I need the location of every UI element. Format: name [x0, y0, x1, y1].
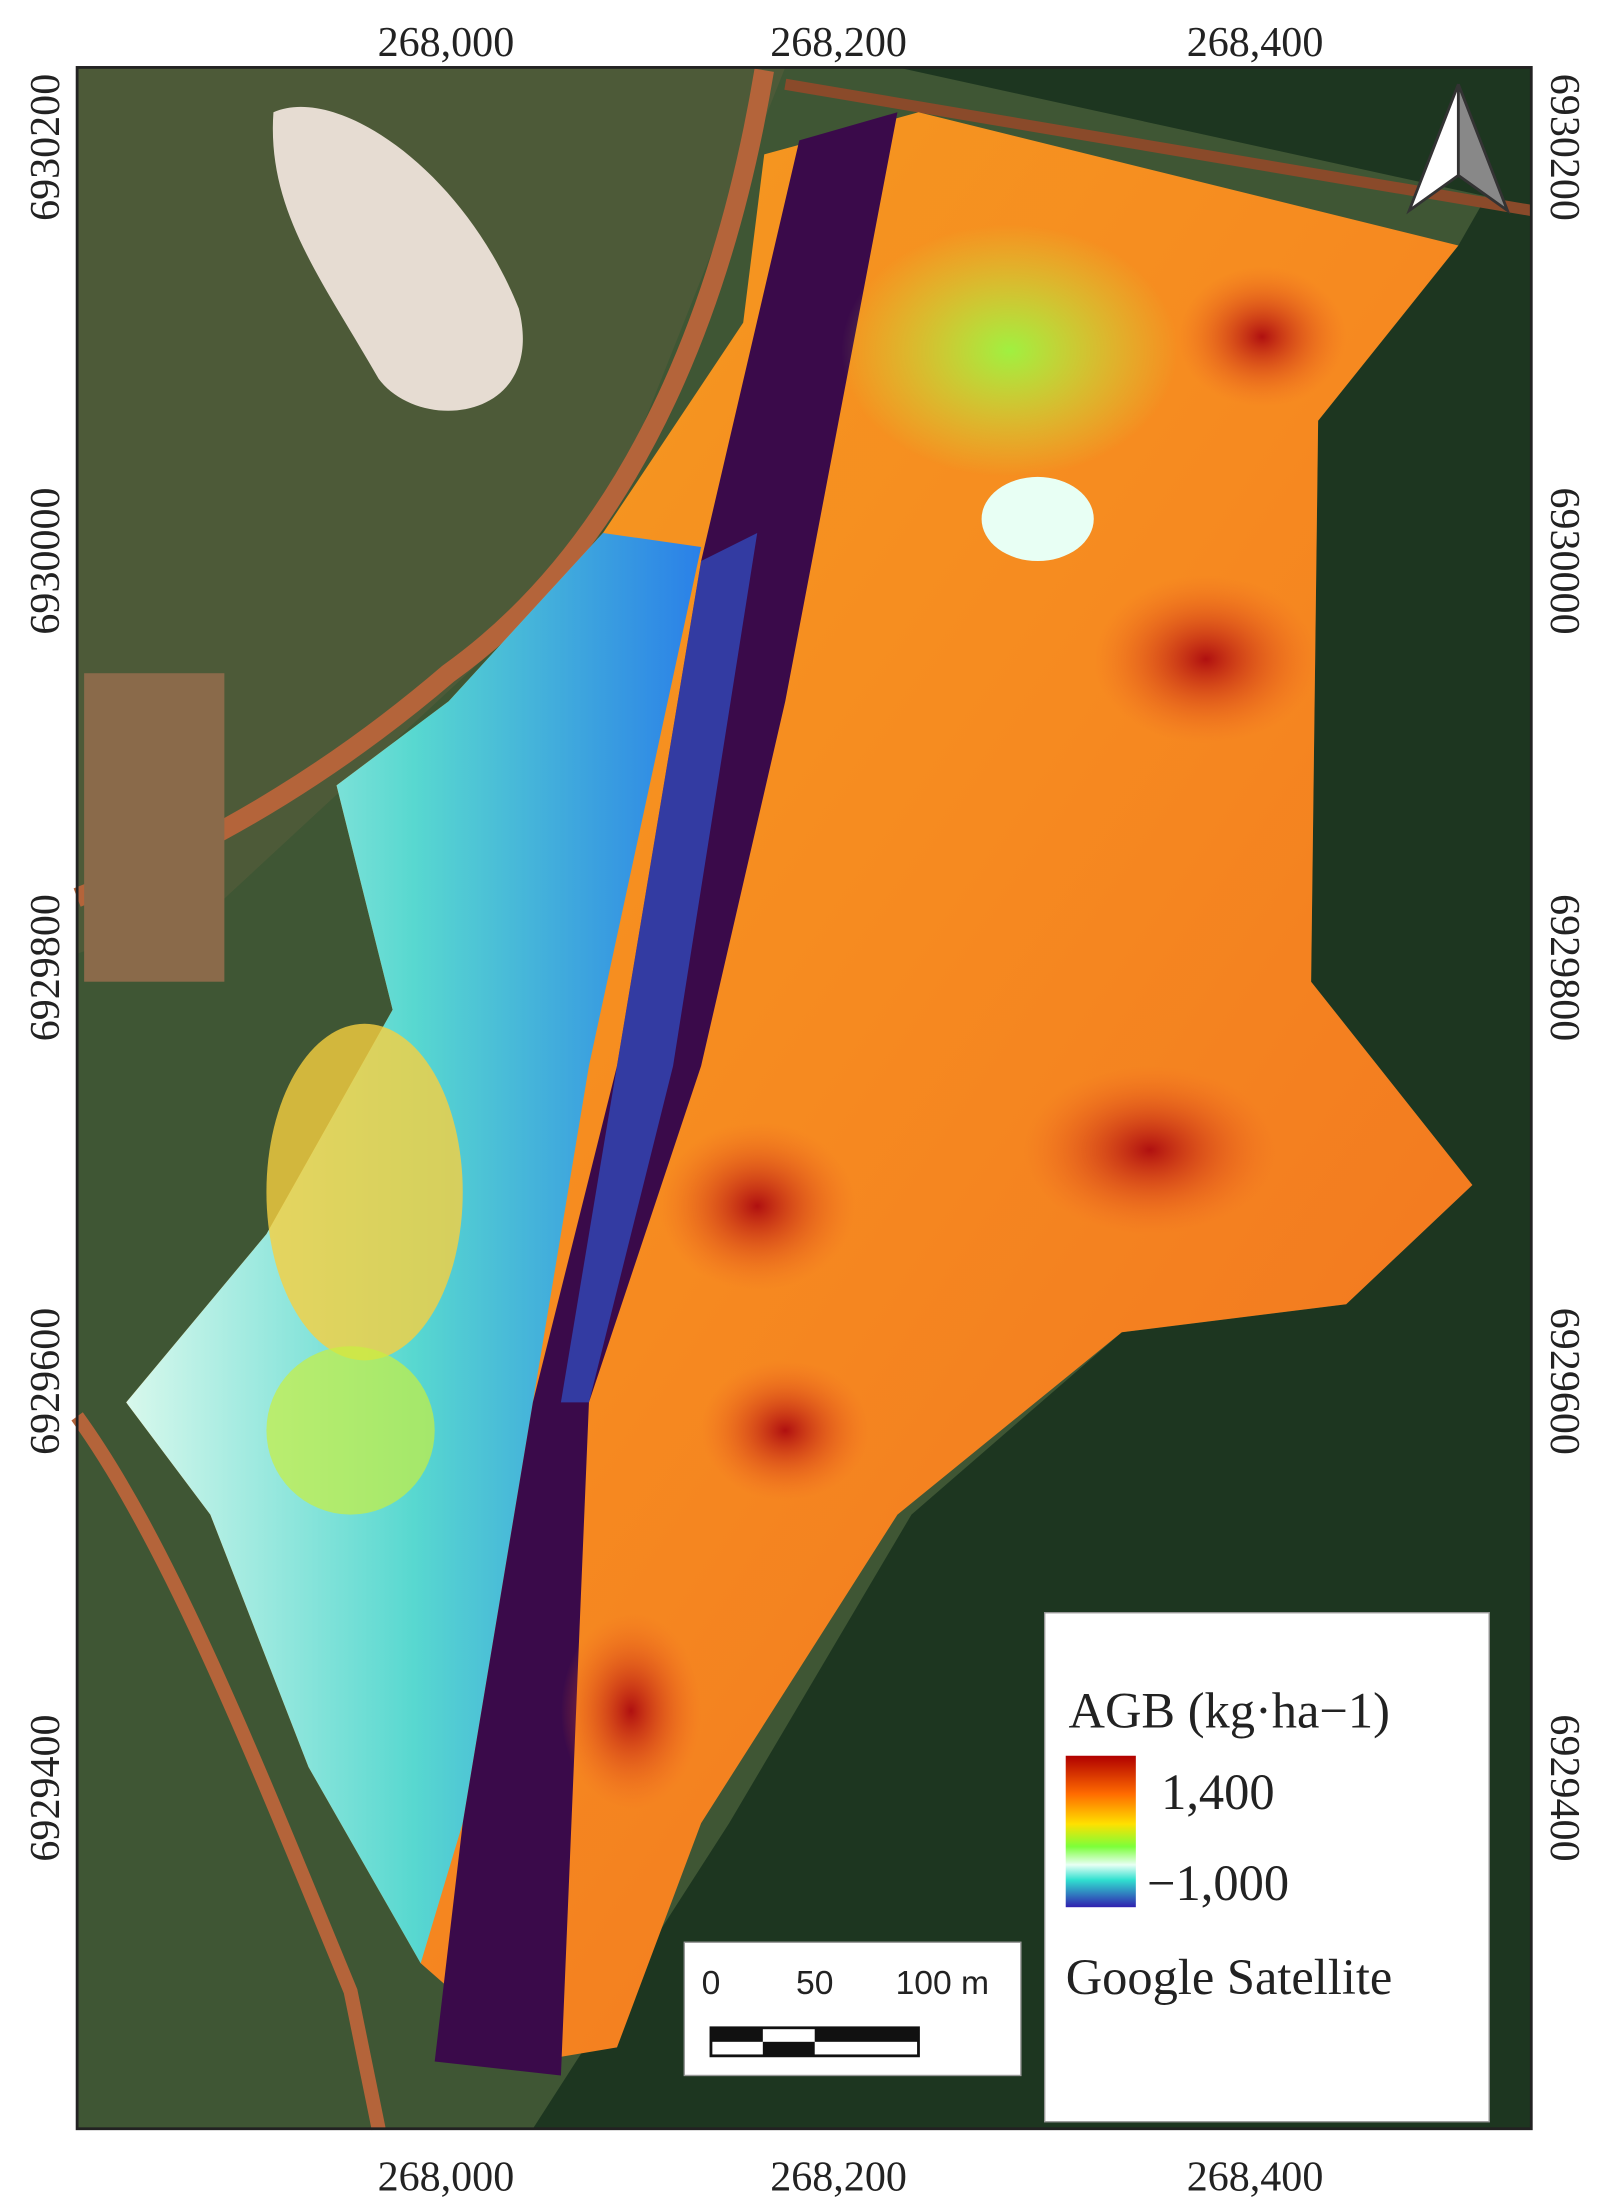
x-tick-label-top: 268,200 — [770, 20, 907, 66]
axis-labels: 268,000 268,000 268,200 268,200 268,400 268,4… — [23, 20, 1587, 2200]
x-tick-label-top: 268,000 — [378, 20, 515, 66]
scale-seg — [762, 2041, 815, 2056]
y-tick-label-left: 6929400 — [23, 1714, 69, 1861]
scale-seg — [814, 2027, 919, 2042]
legend-title: AGB (kg·ha−1) — [1069, 1683, 1390, 1739]
legend-min: −1,000 — [1147, 1855, 1289, 1911]
color-bar — [1065, 1755, 1136, 1908]
y-tick-label-right: 6930200 — [1541, 74, 1587, 221]
y-tick-label-left: 6929800 — [23, 894, 69, 1041]
y-tick-label-left: 6930000 — [23, 487, 69, 634]
scale-bar: 0 50 100 m — [683, 1941, 1022, 2077]
x-tick-label-bottom: 268,400 — [1187, 2154, 1324, 2200]
scale-label: 100 m — [896, 1965, 990, 2002]
y-tick-label-right: 6929400 — [1541, 1714, 1587, 1861]
x-tick-label-top: 268,400 — [1187, 20, 1324, 66]
x-tick-label-bottom: 268,000 — [378, 2154, 515, 2200]
x-tick-label-bottom: 268,200 — [770, 2154, 907, 2200]
map-frame — [75, 66, 1533, 2131]
agb-raster — [126, 112, 1473, 2076]
basemap-label: Google Satellite — [1066, 1949, 1393, 2005]
y-tick-label-right: 6929800 — [1541, 894, 1587, 1041]
scale-seg — [710, 2027, 763, 2042]
scale-label: 50 — [796, 1965, 833, 2002]
north-arrow — [1406, 83, 1511, 215]
scale-label: 0 — [702, 1965, 721, 2002]
y-tick-label-left: 6929600 — [23, 1308, 69, 1455]
y-tick-label-right: 6929600 — [1541, 1308, 1587, 1455]
y-tick-label-right: 6930000 — [1541, 487, 1587, 634]
legend-max: 1,400 — [1161, 1764, 1275, 1820]
legend: AGB (kg·ha−1) 1,400 −1,000 Google Satell… — [1043, 1612, 1490, 2123]
y-tick-label-left: 6930200 — [23, 74, 69, 221]
